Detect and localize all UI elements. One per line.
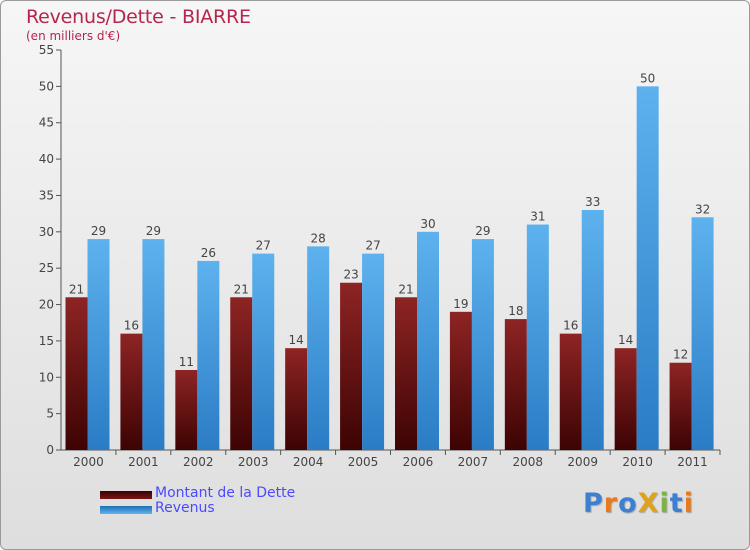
x-tick-label: 2004 [293,455,324,469]
bar-revenus [87,239,110,450]
data-label: 14 [618,333,633,347]
x-tick-label: 2001 [128,455,159,469]
y-tick-label: 0 [46,443,54,457]
bar-dette [504,319,527,450]
data-label: 30 [420,217,435,231]
bar-revenus [252,253,275,450]
y-tick-label: 35 [39,188,54,202]
bar-dette [449,311,472,450]
x-tick-label: 2009 [567,455,598,469]
bar-dette [395,297,417,450]
bar-dette [614,348,637,450]
x-tick-label: 2008 [513,455,544,469]
data-label: 32 [695,202,710,216]
data-label: 29 [146,224,161,238]
chart-title: Revenus/Dette - BIARRE [26,6,251,28]
bar-revenus [362,253,385,450]
data-label: 21 [234,282,249,296]
y-tick-label: 30 [39,225,54,239]
bar-revenus [526,224,549,450]
data-label: 16 [563,319,578,333]
proxiti-logo: ProXiti [583,488,694,519]
legend-label-revenus: Revenus [155,500,215,516]
legend-swatch-revenus [100,506,152,514]
legend-swatch-dette [100,491,152,499]
y-tick-label: 20 [39,298,54,312]
chart-subtitle: (en milliers d'€) [26,29,121,43]
bar-revenus [307,246,330,450]
bar-dette [669,362,692,450]
bar-revenus [636,86,659,450]
logo-letter: i [659,488,670,519]
x-tick-label: 2002 [183,455,214,469]
bar-dette [285,348,308,450]
y-tick-label: 55 [39,43,54,57]
logo-letter: r [603,488,619,519]
data-label: 50 [640,71,655,85]
bar-dette [340,282,363,450]
bar-revenus [471,239,494,450]
x-tick-label: 2005 [348,455,379,469]
data-label: 14 [289,333,304,347]
legend-label-dette: Montant de la Dette [155,485,296,501]
bar-revenus [581,210,604,450]
bar-revenus [691,217,714,450]
bar-revenus [142,239,165,450]
logo-letter: X [637,488,660,519]
y-tick-label: 25 [39,261,54,275]
data-label: 18 [508,304,523,318]
bar-dette [65,297,88,450]
bar-revenus [417,231,439,450]
bar-dette [120,333,143,450]
data-label: 21 [398,282,413,296]
y-tick-label: 5 [46,407,54,421]
data-label: 31 [530,210,545,224]
data-label: 16 [124,319,139,333]
data-label: 11 [179,355,194,369]
y-tick-label: 10 [39,370,54,384]
bar-dette [230,297,253,450]
y-tick-label: 15 [39,334,54,348]
bar-revenus [197,260,220,450]
data-label: 23 [343,268,358,282]
x-tick-label: 2003 [238,455,269,469]
data-label: 19 [453,297,468,311]
x-tick-label: 2011 [677,455,708,469]
logo-letter: P [583,488,604,519]
x-tick-label: 2010 [622,455,653,469]
bar-dette [175,370,198,450]
data-label: 26 [201,246,216,260]
x-tick-label: 2000 [73,455,104,469]
data-label: 27 [256,239,271,253]
data-label: 28 [311,231,326,245]
x-tick-label: 2006 [403,455,434,469]
y-tick-label: 45 [39,116,54,130]
x-tick-label: 2007 [458,455,489,469]
data-label: 29 [91,224,106,238]
y-tick-label: 50 [39,79,54,93]
logo-letter: t [669,488,684,519]
data-label: 12 [673,348,688,362]
data-label: 27 [365,239,380,253]
data-label: 29 [475,224,490,238]
y-tick-label: 40 [39,152,54,166]
logo-letter: o [618,488,638,519]
data-label: 33 [585,195,600,209]
data-label: 21 [69,282,84,296]
bar-dette [559,333,582,450]
logo-letter: i [683,488,694,519]
